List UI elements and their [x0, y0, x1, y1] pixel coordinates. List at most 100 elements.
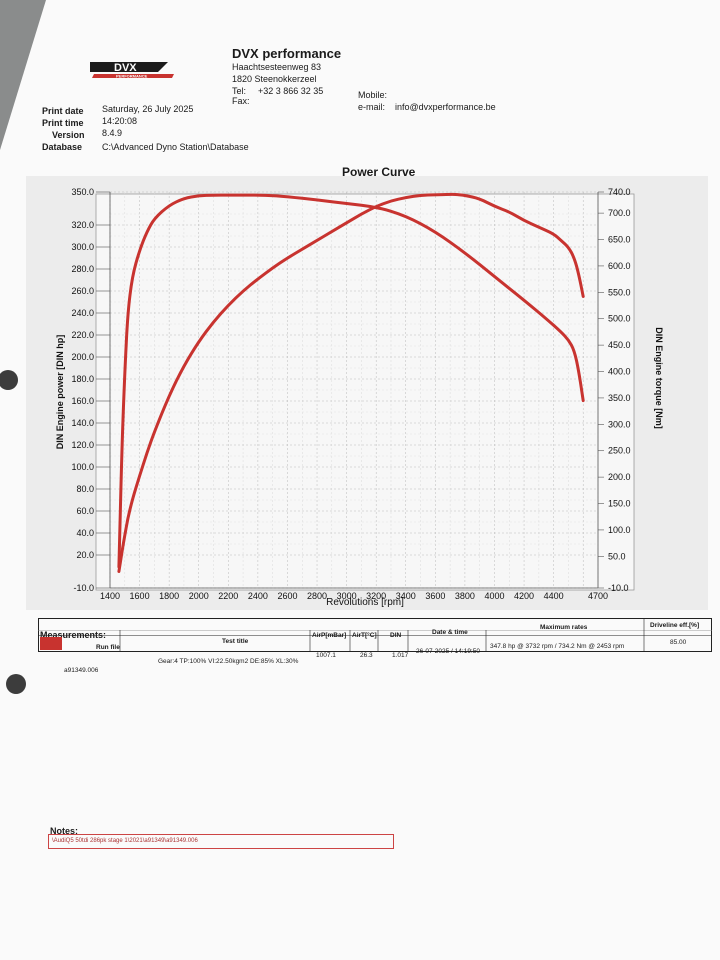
x-tick-labels: 1400 1600 1800 2000 2200 2400 2600 2800 3000 3200…	[100, 591, 608, 601]
company-name: DVX performance	[232, 46, 342, 61]
series-lines	[117, 192, 585, 573]
y-left-tick-label: 350.0	[71, 187, 94, 197]
y-axis-right-label: DIN Engine torque [Nm]	[654, 327, 664, 429]
header-run-file: Run file	[96, 644, 120, 651]
x-axis-label: Revolutions [rpm]	[326, 597, 404, 608]
y-left-tick-label: 60.0	[76, 506, 94, 516]
y-left-tick-label: 120.0	[71, 440, 94, 450]
y-right-tick-label: 300.0	[608, 419, 631, 429]
power-curve	[117, 192, 585, 573]
punch-hole-top	[0, 370, 18, 390]
row-maximum-rates: 347.8 hp @ 3732 rpm / 734.2 Nm @ 2453 rp…	[490, 643, 625, 650]
x-tick-label: 3400	[396, 591, 416, 601]
y-right-tick-label: 700.0	[608, 208, 631, 218]
tel-label: Tel:	[232, 86, 247, 96]
y-right-tick-label: 250.0	[608, 446, 631, 456]
y-left-tick-label: 80.0	[76, 484, 94, 494]
print-time-value: 14:20:08	[102, 116, 138, 126]
x-tick-label: 2400	[248, 591, 268, 601]
tel-number: +32 3 866 32 35	[258, 86, 324, 96]
x-tick-label: 3600	[425, 591, 445, 601]
x-tick-label: 1800	[159, 591, 179, 601]
header-air-pressure: AirP[mBar]	[312, 632, 347, 639]
chart-title: Power Curve	[342, 165, 416, 179]
header-driveline-eff: Driveline eff.[%]	[650, 622, 700, 629]
x-tick-label: 4700	[588, 591, 608, 601]
x-tick-label: 4200	[514, 591, 534, 601]
y-left-tick-label: 320.0	[71, 220, 94, 230]
notes-title: Notes:	[50, 826, 79, 836]
y-left-tick-label: -10.0	[73, 583, 94, 593]
row-din: 1.017	[392, 652, 409, 659]
row-date-time: 26-07-2025 / 14:19:50	[416, 648, 480, 655]
y-right-tick-label: 500.0	[608, 314, 631, 324]
measurements-title: Measurements:	[40, 630, 107, 640]
row-driveline-eff: 85.00	[670, 639, 687, 646]
x-tick-label: 4400	[544, 591, 564, 601]
y-axis-left-label: DIN Engine power [DIN hp]	[55, 335, 65, 450]
print-time-label: Print time	[42, 118, 84, 128]
right-tick-labels: 740.0 700.0 650.0 600.0 550.0 500.0 450.0 400.0…	[598, 187, 631, 593]
database-label: Database	[42, 142, 83, 152]
y-right-tick-label: 50.0	[608, 551, 626, 561]
logo-subtext: PERFORMANCE	[116, 74, 148, 79]
row-air-pressure: 1007.1	[316, 652, 336, 659]
fax-label: Fax:	[232, 96, 250, 106]
y-left-tick-label: 160.0	[71, 396, 94, 406]
y-left-tick-label: 40.0	[76, 528, 94, 538]
y-right-tick-label: 600.0	[608, 261, 631, 271]
version-label: Version	[52, 130, 85, 140]
row-run-file: a91349.006	[64, 667, 99, 674]
x-tick-label: 2200	[218, 591, 238, 601]
y-right-tick-label: 550.0	[608, 287, 631, 297]
database-value: C:\Advanced Dyno Station\Database	[102, 142, 249, 152]
row-air-temp: 26.3	[360, 652, 373, 659]
dvx-logo: DVX PERFORMANCE	[88, 56, 178, 84]
y-right-tick-label: 450.0	[608, 340, 631, 350]
y-left-tick-label: 280.0	[71, 264, 94, 274]
y-right-tick-label: 150.0	[608, 499, 631, 509]
y-left-tick-label: 100.0	[71, 462, 94, 472]
print-date-label: Print date	[42, 106, 84, 116]
header-test-title: Test title	[222, 638, 249, 645]
logo-text: DVX	[114, 62, 137, 74]
y-left-tick-label: 220.0	[71, 330, 94, 340]
grid-lines	[109, 191, 599, 589]
y-right-tick-label: 200.0	[608, 472, 631, 482]
y-right-tick-label: -10.0	[608, 583, 629, 593]
version-value: 8.4.9	[102, 128, 123, 138]
x-tick-label: 3200	[366, 591, 386, 601]
x-tick-label: 1600	[130, 591, 150, 601]
print-date-value: Saturday, 26 July 2025	[102, 104, 194, 114]
x-tick-label: 2800	[307, 591, 327, 601]
y-left-tick-label: 20.0	[76, 550, 94, 560]
punch-hole-bottom	[6, 674, 26, 694]
left-tick-labels: 350.0 320.0 300.0 280.0 260.0 240.0 220.0 200.0…	[71, 187, 110, 593]
measurements-table-frame	[38, 618, 712, 652]
header-maximum-rates: Maximum rates	[540, 624, 588, 631]
y-right-tick-label: 650.0	[608, 235, 631, 245]
x-tick-label: 1400	[100, 591, 120, 601]
y-right-tick-label: 400.0	[608, 367, 631, 377]
x-tick-label: 3000	[337, 591, 357, 601]
x-tick-label: 2000	[189, 591, 209, 601]
mobile-label: Mobile:	[358, 90, 388, 100]
y-left-tick-label: 300.0	[71, 242, 94, 252]
y-left-tick-label: 240.0	[71, 308, 94, 318]
y-right-tick-label: 350.0	[608, 393, 631, 403]
row-test-title: Gear:4 TP:100% VI:22.50kgm2 DE:85% XL:30…	[158, 658, 299, 665]
header-din: DIN	[390, 632, 402, 639]
torque-curve	[117, 193, 585, 569]
notes-text: \AudiQ5 50tdi 286pk stage 1\2021\a91349\…	[52, 838, 198, 844]
company-street: Haachtsesteenweg 83	[232, 62, 322, 72]
x-tick-label: 2600	[277, 591, 297, 601]
notes-box	[48, 834, 394, 849]
plot-area	[95, 193, 635, 591]
y-left-tick-label: 260.0	[71, 286, 94, 296]
x-tick-label: 3800	[455, 591, 475, 601]
y-right-tick-label: 740.0	[608, 187, 631, 197]
run-color-swatch	[40, 637, 62, 650]
email-address: info@dvxperformance.be	[395, 102, 496, 112]
power-curve-chart: 1400 1600 1800 2000 2200 2400 2600 2800 3000 3200…	[26, 176, 708, 610]
header-date-time: Date & time	[432, 629, 468, 636]
